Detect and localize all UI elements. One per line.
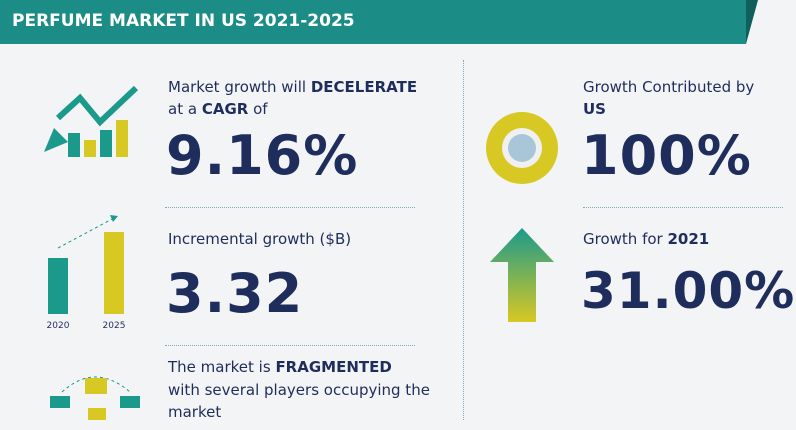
emphasis: 2021	[667, 230, 710, 248]
title: PERFUME MARKET IN US 2021-2025	[12, 11, 355, 31]
growth-bars-icon: 2020 2025	[47, 215, 126, 331]
emphasis: DECELERATE	[310, 78, 418, 96]
separator	[165, 345, 415, 346]
emphasis: FRAGMENTED	[275, 358, 392, 376]
text: at a	[168, 100, 198, 118]
incremental-value: 3.32	[166, 262, 304, 325]
players-icon	[50, 376, 140, 420]
emphasis: US	[583, 100, 606, 118]
emphasis: CAGR	[201, 100, 249, 118]
structure-text: market	[168, 403, 222, 421]
yoy-text: Growth for 2021	[583, 230, 709, 248]
up-arrow-icon	[490, 228, 554, 322]
title-bar	[0, 0, 746, 44]
cagr-text: Market growth will DECELERATE	[168, 78, 417, 96]
decline-icon	[44, 85, 139, 157]
yoy-value: 31.00%	[581, 262, 796, 320]
ring-icon	[486, 112, 558, 184]
contribution-text: Growth Contributed by	[583, 78, 755, 96]
structure-text: The market is FRAGMENTED	[168, 358, 392, 376]
title-fold	[746, 0, 758, 44]
separator	[583, 207, 783, 208]
separator	[165, 207, 415, 208]
contribution-text: US	[583, 100, 606, 118]
text: Market growth will	[168, 78, 307, 96]
contribution-value: 100%	[581, 124, 752, 187]
icon-label: 2020	[47, 321, 70, 331]
text: The market is	[168, 358, 271, 376]
structure-text: with several players occupying the	[168, 381, 430, 399]
incremental-label: Incremental growth ($B)	[168, 230, 352, 248]
text: Growth for	[583, 230, 663, 248]
cagr-value: 9.16%	[166, 124, 359, 187]
divider	[463, 60, 464, 420]
text: of	[253, 100, 268, 118]
cagr-text: at a CAGR of	[168, 100, 268, 118]
icon-label: 2025	[103, 321, 126, 331]
